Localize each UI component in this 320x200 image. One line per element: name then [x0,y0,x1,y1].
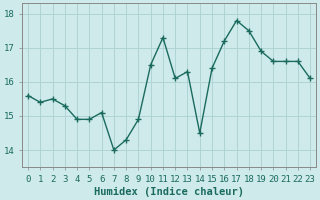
X-axis label: Humidex (Indice chaleur): Humidex (Indice chaleur) [94,186,244,197]
